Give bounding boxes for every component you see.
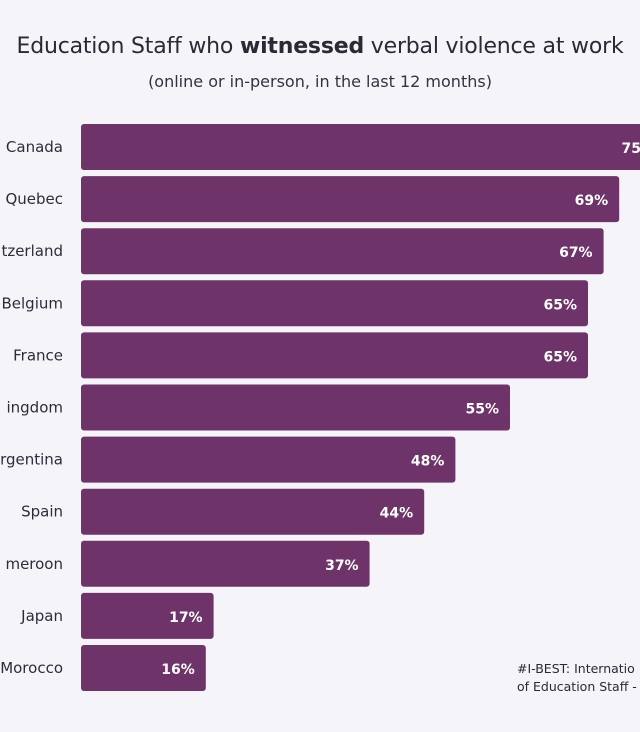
bar-belgium xyxy=(81,280,588,327)
category-label-meroon: meroon xyxy=(5,555,63,573)
category-label-quebec: Quebec xyxy=(5,190,63,208)
bar-morocco xyxy=(81,645,206,691)
value-label-meroon: 37% xyxy=(325,558,359,574)
chart-title-suffix: verbal violence at work xyxy=(364,34,624,59)
source-line-2: of Education Staff - xyxy=(517,679,637,694)
value-label-france: 65% xyxy=(543,349,577,365)
value-label-belgium: 65% xyxy=(543,297,577,313)
value-label-morocco: 16% xyxy=(161,662,195,678)
chart-subtitle: (online or in-person, in the last 12 mon… xyxy=(148,72,492,91)
bar-ingdom xyxy=(81,384,510,431)
value-label-spain: 44% xyxy=(380,506,414,522)
bar-japan xyxy=(81,592,214,639)
value-label-canada: 75% xyxy=(621,141,640,157)
bar-rgentina xyxy=(81,436,456,483)
value-label-rgentina: 48% xyxy=(411,454,445,470)
category-label-tzerland: tzerland xyxy=(1,242,63,260)
source-note: #I-BEST: Internatio of Education Staff - xyxy=(517,660,637,696)
bar-meroon xyxy=(81,540,370,587)
bar-canada xyxy=(81,124,640,170)
bar-spain xyxy=(81,488,425,535)
value-label-quebec: 69% xyxy=(575,193,609,209)
chart-title-emphasis: witnessed xyxy=(239,34,364,59)
chart-title-prefix: Education Staff who xyxy=(16,34,240,59)
category-label-japan: Japan xyxy=(20,607,63,625)
category-label-france: France xyxy=(13,346,63,364)
source-line-1: #I-BEST: Internatio xyxy=(517,661,635,676)
category-label-morocco: Morocco xyxy=(0,659,63,677)
value-label-tzerland: 67% xyxy=(559,245,593,261)
category-label-ingdom: ingdom xyxy=(6,399,63,417)
chart-title: Education Staff who witnessed verbal vio… xyxy=(0,34,640,59)
value-label-japan: 17% xyxy=(169,610,203,626)
bar-tzerland xyxy=(81,228,604,275)
category-label-belgium: Belgium xyxy=(2,294,64,312)
category-label-rgentina: rgentina xyxy=(0,451,63,469)
bar-quebec xyxy=(81,176,620,223)
bar-france xyxy=(81,332,588,379)
category-label-canada: Canada xyxy=(6,138,63,156)
category-label-spain: Spain xyxy=(21,503,63,521)
value-label-ingdom: 55% xyxy=(465,402,499,418)
